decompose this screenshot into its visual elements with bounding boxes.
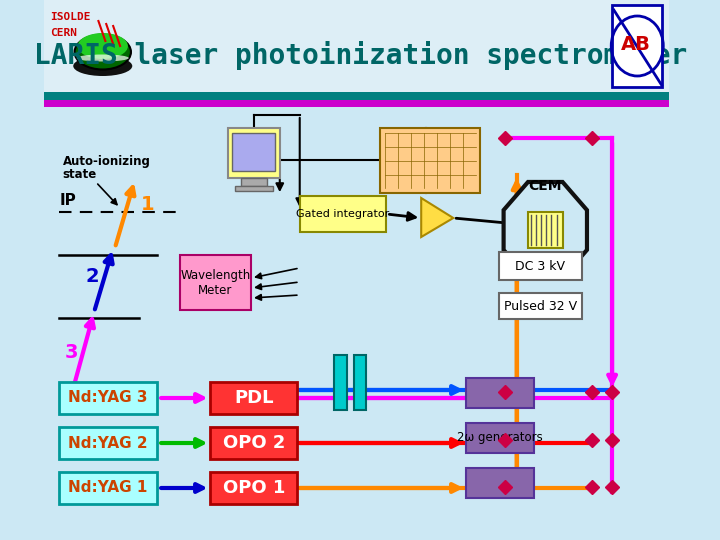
Text: 3: 3 <box>65 343 78 362</box>
Ellipse shape <box>73 56 132 76</box>
Text: AB: AB <box>621 35 650 53</box>
Bar <box>612 5 662 87</box>
Bar <box>380 128 480 193</box>
Bar <box>210 382 297 414</box>
Text: OPO 1: OPO 1 <box>222 479 285 497</box>
Text: Nd:YAG 1: Nd:YAG 1 <box>68 481 148 496</box>
Bar <box>44 0 668 92</box>
Text: 2: 2 <box>86 267 99 286</box>
Text: Meter: Meter <box>199 284 233 296</box>
Text: LARIS laser photoinization spectrometer: LARIS laser photoinization spectrometer <box>34 40 687 70</box>
Text: DC 3 kV: DC 3 kV <box>515 260 565 273</box>
Bar <box>232 133 276 171</box>
Text: IP: IP <box>59 193 76 208</box>
Bar <box>59 472 156 504</box>
Bar <box>228 128 280 178</box>
Text: Wavelength: Wavelength <box>181 268 251 281</box>
Ellipse shape <box>75 35 131 70</box>
Ellipse shape <box>77 55 129 62</box>
Bar <box>235 186 273 191</box>
Text: 1: 1 <box>141 195 155 214</box>
Text: state: state <box>63 167 97 180</box>
Text: Nd:YAG 3: Nd:YAG 3 <box>68 390 148 406</box>
Bar <box>354 355 366 410</box>
Polygon shape <box>503 182 587 278</box>
Bar <box>499 293 582 319</box>
Bar <box>499 252 582 280</box>
Text: Pulsed 32 V: Pulsed 32 V <box>503 300 577 313</box>
Bar <box>467 378 534 408</box>
Text: OPO 2: OPO 2 <box>222 434 285 452</box>
Text: Gated integrator: Gated integrator <box>297 209 390 219</box>
Bar <box>528 212 562 248</box>
Bar <box>240 178 266 186</box>
Ellipse shape <box>78 33 128 59</box>
Bar <box>59 427 156 459</box>
Bar <box>334 355 346 410</box>
Bar <box>210 427 297 459</box>
Polygon shape <box>421 198 454 237</box>
Text: Nd:YAG 2: Nd:YAG 2 <box>68 435 148 450</box>
Bar <box>59 382 156 414</box>
Text: PDL: PDL <box>234 389 274 407</box>
Text: CEM: CEM <box>528 179 562 193</box>
Text: ISOLDE: ISOLDE <box>50 12 90 22</box>
Bar <box>44 100 668 107</box>
Text: Auto-ionizing: Auto-ionizing <box>63 156 150 168</box>
Bar <box>180 255 251 310</box>
Bar <box>467 468 534 498</box>
Text: 2ω generators: 2ω generators <box>457 431 543 444</box>
Bar <box>300 196 387 232</box>
Text: CERN: CERN <box>50 28 77 38</box>
Bar <box>44 92 668 100</box>
Bar <box>210 472 297 504</box>
Bar <box>467 423 534 453</box>
